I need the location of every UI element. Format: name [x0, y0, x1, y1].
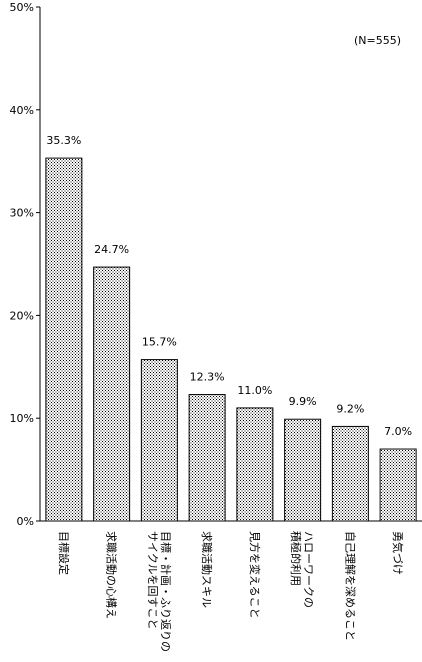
category-label: 自己理解を深めること — [343, 531, 357, 641]
bar — [93, 266, 131, 522]
bar — [236, 407, 274, 522]
bar — [140, 359, 178, 522]
category-label: 求職活動の心構え — [105, 531, 119, 619]
data-label: 35.3% — [46, 134, 81, 147]
category-label: 見方を変えること — [248, 531, 262, 619]
y-tick-label: 50% — [10, 1, 34, 14]
bars — [45, 157, 417, 522]
data-label: 11.0% — [237, 384, 272, 397]
value-labels: 35.3% 24.7% 15.7% 12.3% 11.0% 9.9% 9.2% 7.0% — [46, 134, 412, 438]
category-label: 目標・計画・ふり返りの — [159, 531, 173, 652]
category-label: 勇気づけ — [391, 531, 405, 575]
y-tick-label: 20% — [10, 309, 34, 322]
category-label: ハローワークの — [302, 531, 315, 608]
data-label: 24.7% — [94, 243, 129, 256]
category-label: 目標設定 — [57, 531, 71, 575]
bar — [188, 394, 226, 522]
y-tick-label: 30% — [10, 207, 34, 220]
category-label: 求職活動スキル — [200, 531, 214, 608]
y-axis: 0% 10% 20% 30% 40% 50% — [10, 1, 422, 528]
bar — [331, 425, 369, 522]
bar — [284, 418, 322, 522]
data-label: 12.3% — [190, 371, 225, 384]
sample-size-note: (N=555) — [354, 34, 401, 47]
category-label: サイクルを回すこと — [146, 531, 159, 629]
bar — [379, 448, 417, 522]
data-label: 15.7% — [142, 336, 177, 349]
bar — [45, 157, 83, 522]
y-tick-label: 40% — [10, 104, 34, 117]
data-label: 7.0% — [384, 425, 412, 438]
data-label: 9.9% — [289, 395, 317, 408]
data-label: 9.2% — [336, 402, 364, 415]
category-label: 積極的利用 — [289, 531, 303, 586]
y-tick-label: 10% — [10, 412, 34, 425]
y-tick-label: 0% — [17, 515, 34, 528]
